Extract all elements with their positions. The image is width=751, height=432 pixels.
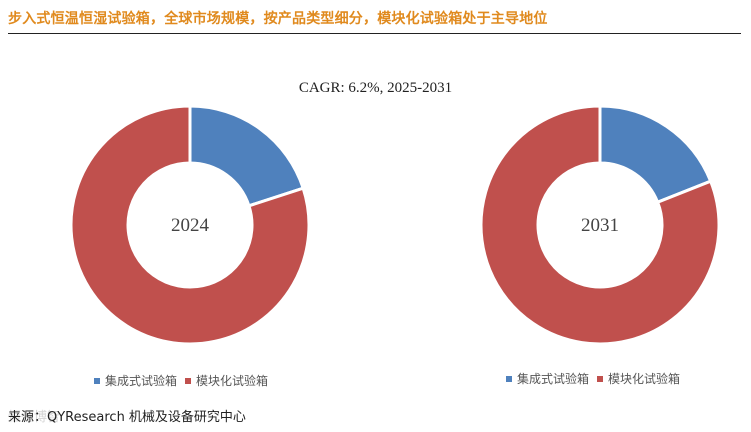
- watermark: 恒州博智: [8, 410, 61, 425]
- slice-integrated-2024: [188, 104, 306, 208]
- legend-2024: 集成式试验箱 模块化试验箱: [94, 372, 268, 389]
- center-label-2024: 2024: [171, 215, 210, 236]
- legend-item-modular: 模块化试验箱: [185, 372, 268, 389]
- slice-modular-2024: [69, 104, 311, 346]
- cagr-label: CAGR: 6.2%, 2025-2031: [298, 80, 453, 96]
- legend-swatch-modular: [185, 377, 192, 384]
- donut-2031: 2031: [479, 104, 721, 346]
- page-title: 步入式恒温恒湿试验箱，全球市场规模，按产品类型细分，模块化试验箱处于主导地位: [8, 11, 548, 27]
- legend-label-modular: 模块化试验箱: [196, 374, 269, 388]
- legend-label-integrated: 集成式试验箱: [517, 372, 590, 386]
- donut-2024: 2024: [69, 104, 311, 346]
- legend-item-integrated: 集成式试验箱: [506, 370, 589, 387]
- legend-swatch-integrated: [94, 377, 100, 384]
- center-label-2031: 2031: [581, 215, 619, 236]
- legend-swatch-integrated: [506, 375, 512, 382]
- legend-swatch-modular: [597, 375, 604, 382]
- source-note: 来源：QYResearch 机械及设备研究中心: [8, 410, 246, 425]
- legend-label-integrated: 集成式试验箱: [105, 374, 178, 388]
- legend-2031: 集成式试验箱 模块化试验箱: [506, 370, 680, 387]
- title-divider: [8, 33, 741, 34]
- legend-item-integrated: 集成式试验箱: [94, 372, 177, 389]
- legend-item-modular: 模块化试验箱: [597, 370, 680, 387]
- legend-label-modular: 模块化试验箱: [608, 372, 681, 386]
- slice-modular-2031: [479, 104, 721, 346]
